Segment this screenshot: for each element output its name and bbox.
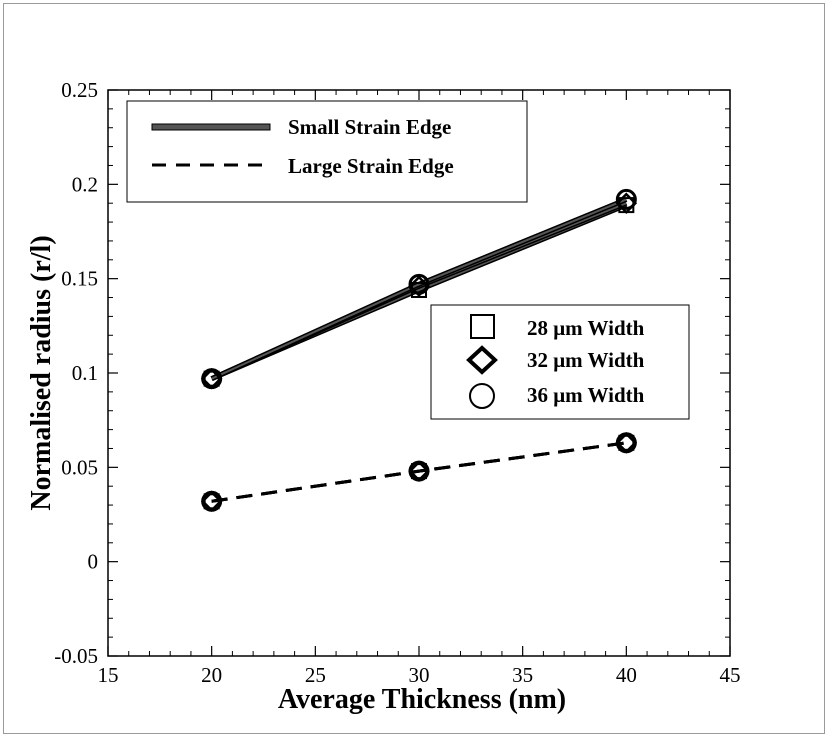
data-point-square	[411, 463, 427, 480]
y-tick-label: 0.05	[61, 455, 98, 479]
x-axis-label: Average Thickness (nm)	[278, 684, 566, 715]
data-point-square	[203, 370, 220, 387]
series-line-small-strain-inner	[211, 198, 627, 380]
y-tick-label: 0.2	[72, 172, 98, 196]
data-point-circle	[201, 490, 223, 512]
legend-small-strain-label: Small Strain Edge	[288, 115, 451, 139]
legend-lines: Small Strain Edge Large Strain Edge	[126, 100, 528, 203]
data-point-circle	[201, 368, 223, 390]
data-point-circle	[408, 273, 430, 295]
y-axis-label: Normalised radius (r/l)	[26, 235, 57, 510]
y-tick-label: 0.1	[72, 361, 98, 385]
figure-frame	[3, 3, 825, 734]
data-point-circle	[615, 432, 637, 454]
y-tick-label: 0.15	[61, 267, 98, 291]
x-axis: 15 20 25 30 35 40 45	[98, 90, 741, 687]
x-tick-label: 45	[720, 663, 741, 687]
legend-circle-marker	[469, 383, 495, 409]
legend-markers: 28 μm Width 32 μm Width 36 μm Width	[430, 304, 690, 420]
y-tick-label: 0	[88, 550, 99, 574]
data-point-square	[203, 493, 220, 510]
data-point-diamond	[615, 192, 638, 214]
y-axis: -0.05 0 0.05 0.1 0.15 0.2 0.25	[54, 78, 730, 668]
data-point-circle	[615, 188, 637, 210]
x-tick-label: 20	[201, 663, 222, 687]
legend-lines-box	[126, 100, 528, 203]
series-lines	[210, 197, 628, 503]
x-tick-label: 25	[305, 663, 326, 687]
legend-small-strain-swatch	[151, 123, 271, 131]
x-tick-label: 35	[512, 663, 533, 687]
series-markers	[200, 188, 638, 513]
legend-36um-label: 36 μm Width	[527, 383, 645, 407]
y-tick-label: -0.05	[54, 644, 98, 668]
legend-square-marker	[470, 314, 495, 339]
data-point-circle	[408, 460, 430, 482]
x-tick-label: 30	[409, 663, 430, 687]
x-tick-label: 15	[98, 663, 119, 687]
y-tick-label: 0.25	[61, 78, 98, 102]
series-line-large-strain	[211, 441, 627, 503]
minor-ticks	[108, 90, 730, 656]
legend-32um-label: 32 μm Width	[527, 348, 645, 372]
legend-diamond-marker	[466, 345, 498, 375]
plot-area: 15 20 25 30 35 40 45 -0.05 0 0.05 0.1 0.15 0.2 0.25	[54, 78, 740, 687]
data-point-square	[618, 434, 635, 451]
data-point-diamond	[408, 275, 430, 297]
legend-large-strain-label: Large Strain Edge	[288, 154, 454, 178]
legend-28um-label: 28 μm Width	[527, 316, 645, 340]
x-tick-label: 40	[616, 663, 637, 687]
